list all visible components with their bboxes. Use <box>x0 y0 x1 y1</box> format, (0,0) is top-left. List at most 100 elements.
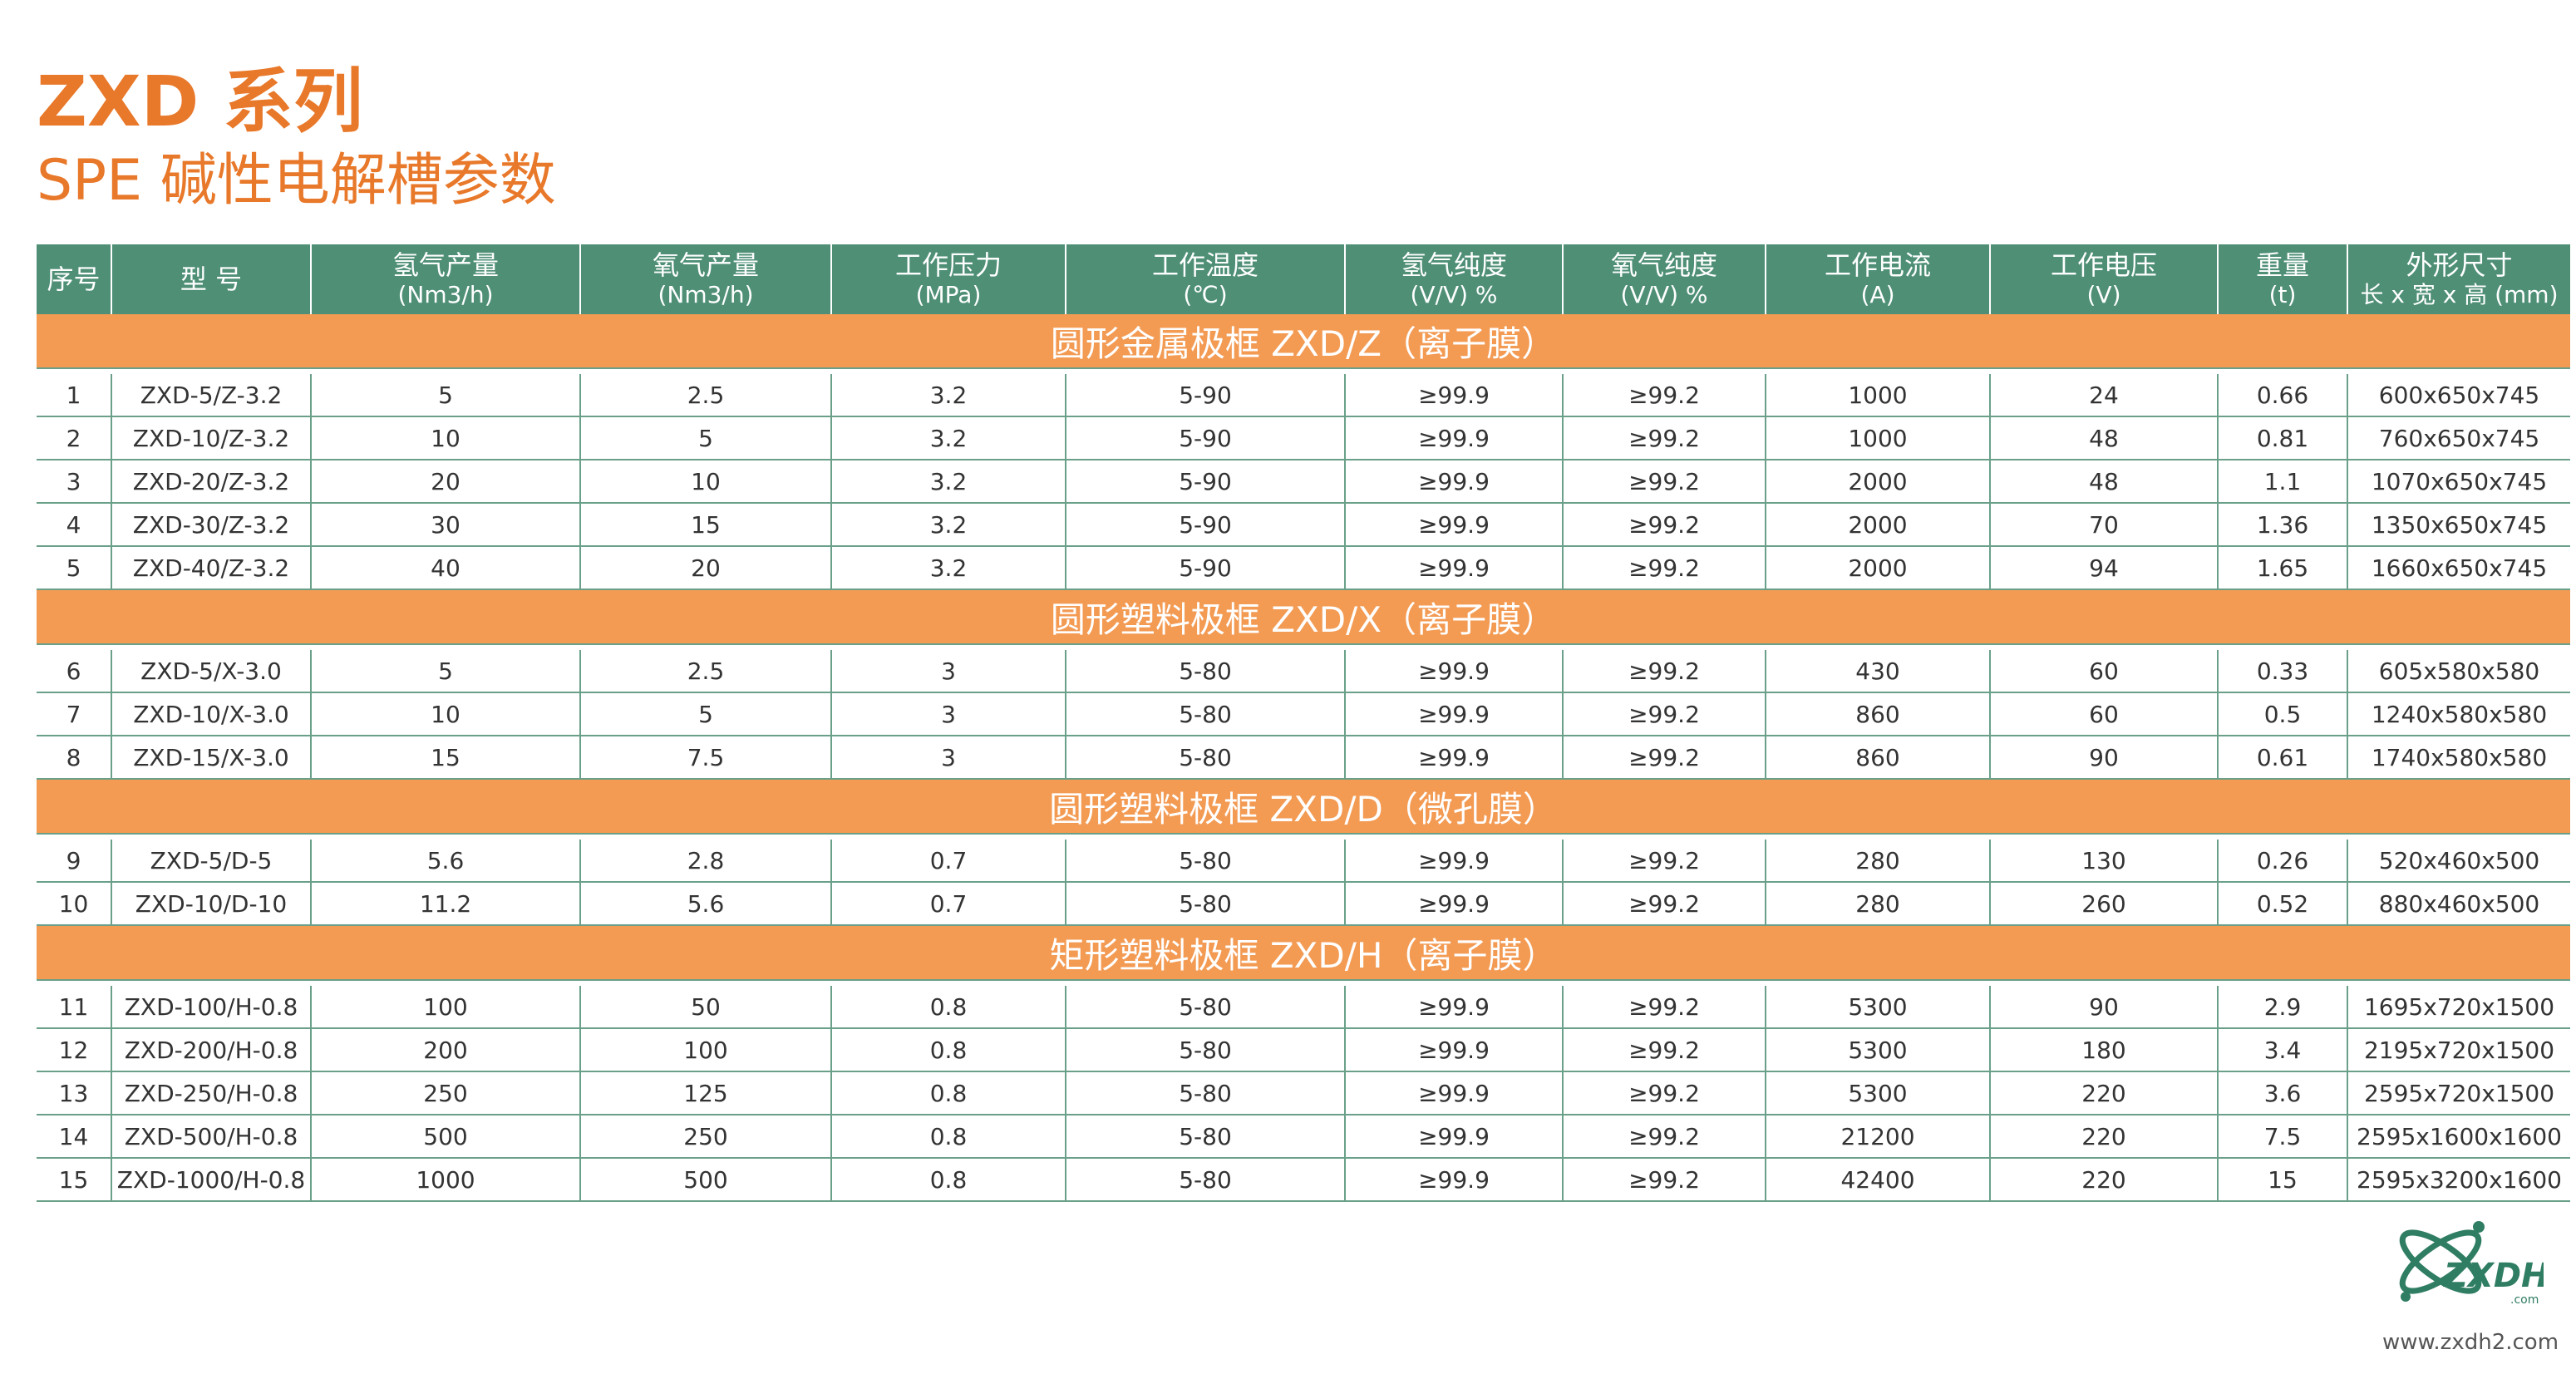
col-header: 氢气产量 (Nm3/h) <box>311 244 581 314</box>
table-cell: 3.2 <box>831 416 1066 460</box>
section-label: 圆形塑料极框 ZXD/X（离子膜） <box>37 589 2570 645</box>
table-cell: ZXD-5/Z-3.2 <box>111 374 312 417</box>
col-header: 工作压力 (MPa) <box>831 244 1066 314</box>
table-row: 12 ZXD-200/H-0.8 200 100 0.8 5-80 ≥99.9 ≥99.2 53… <box>37 1028 2570 1072</box>
table-cell: 48 <box>1990 460 2219 504</box>
col-header: 工作温度 (℃) <box>1066 244 1346 314</box>
table-cell: 125 <box>580 1071 832 1115</box>
section-label: 圆形塑料极框 ZXD/D（微孔膜） <box>37 779 2570 835</box>
section-spacer <box>37 980 2570 986</box>
table-cell: ≥99.2 <box>1563 650 1766 693</box>
table-row: 5 ZXD-40/Z-3.2 40 20 3.2 5-90 ≥99.9 ≥99.2 2000 94… <box>37 546 2570 590</box>
table-cell: 48 <box>1990 416 2219 460</box>
table-cell: 1240x580x580 <box>2347 692 2570 736</box>
table-cell: 500 <box>580 1158 832 1202</box>
table-cell: ≥99.9 <box>1345 374 1564 417</box>
table-row: 9 ZXD-5/D-5 5.6 2.8 0.7 5-80 ≥99.9 ≥99.2 280 130 0… <box>37 840 2570 883</box>
table-cell: 5-80 <box>1066 736 1346 780</box>
table-cell: 24 <box>1990 374 2219 417</box>
logo-subtext: .com <box>2510 1293 2539 1307</box>
col-header: 重量 (t) <box>2218 244 2348 314</box>
table-cell: ≥99.9 <box>1345 546 1564 590</box>
table-cell: 1070x650x745 <box>2347 460 2570 504</box>
table-cell: 5.6 <box>311 840 581 883</box>
table-cell: 0.8 <box>831 986 1066 1029</box>
table-cell: 1350x650x745 <box>2347 503 2570 547</box>
table-cell: 7.5 <box>580 736 832 780</box>
table-cell: ≥99.9 <box>1345 986 1564 1029</box>
table-cell: ≥99.9 <box>1345 416 1564 460</box>
table-cell: 605x580x580 <box>2347 650 2570 693</box>
table-cell: 10 <box>580 460 832 504</box>
col-header: 氧气产量 (Nm3/h) <box>580 244 832 314</box>
table-cell: 9 <box>37 840 112 883</box>
table-cell: 90 <box>1990 986 2219 1029</box>
table-cell: ≥99.2 <box>1563 692 1766 736</box>
table-cell: 5300 <box>1766 1028 1991 1072</box>
table-cell: 5-80 <box>1066 882 1346 926</box>
table-cell: 11 <box>37 986 112 1029</box>
table-cell: 3.4 <box>2218 1028 2348 1072</box>
table-cell: ≥99.2 <box>1563 1115 1766 1159</box>
table-cell: 0.66 <box>2218 374 2348 417</box>
table-cell: ≥99.9 <box>1345 1071 1564 1115</box>
table-cell: 3.2 <box>831 374 1066 417</box>
table-cell: ZXD-5/D-5 <box>111 840 312 883</box>
table-cell: 40 <box>311 546 581 590</box>
table-cell: 2000 <box>1766 460 1991 504</box>
table-cell: 5300 <box>1766 986 1991 1029</box>
table-body: 圆形金属极框 ZXD/Z（离子膜） 1 ZXD-5/Z-3.2 5 2.5 3.2 5-90… <box>37 314 2570 1202</box>
table-cell: ≥99.2 <box>1563 1028 1766 1072</box>
table-cell: 21200 <box>1766 1115 1991 1159</box>
table-cell: 50 <box>580 986 832 1029</box>
table-row: 13 ZXD-250/H-0.8 250 125 0.8 5-80 ≥99.9 ≥99.2 53… <box>37 1071 2570 1115</box>
website-url: www.zxdh2.com <box>2382 1330 2559 1355</box>
table-cell: 2595x1600x1600 <box>2347 1115 2570 1159</box>
table-cell: 3 <box>831 692 1066 736</box>
table-cell: ZXD-20/Z-3.2 <box>111 460 312 504</box>
table-cell: 1695x720x1500 <box>2347 986 2570 1029</box>
table-cell: ZXD-40/Z-3.2 <box>111 546 312 590</box>
table-cell: 860 <box>1766 736 1991 780</box>
table-cell: 3.2 <box>831 460 1066 504</box>
table-cell: 2.9 <box>2218 986 2348 1029</box>
table-cell: 3 <box>831 650 1066 693</box>
table-cell: ≥99.9 <box>1345 692 1564 736</box>
table-cell: 5-80 <box>1066 1158 1346 1202</box>
table-cell: ZXD-500/H-0.8 <box>111 1115 312 1159</box>
table-cell: 3.6 <box>2218 1071 2348 1115</box>
table-cell: 10 <box>311 416 581 460</box>
section-row: 圆形塑料极框 ZXD/X（离子膜） <box>37 589 2570 645</box>
table-cell: ZXD-10/Z-3.2 <box>111 416 312 460</box>
table-cell: 3 <box>37 460 112 504</box>
section-label: 圆形金属极框 ZXD/Z（离子膜） <box>37 314 2570 369</box>
table-cell: 0.52 <box>2218 882 2348 926</box>
table-cell: 0.8 <box>831 1028 1066 1072</box>
table-cell: ≥99.2 <box>1563 460 1766 504</box>
table-cell: 5300 <box>1766 1071 1991 1115</box>
table-cell: 5-80 <box>1066 1071 1346 1115</box>
table-cell: 130 <box>1990 840 2219 883</box>
table-cell: 0.8 <box>831 1158 1066 1202</box>
spec-table: 序号 型 号 氢气产量 (Nm3/h) 氧气产量 (Nm3/h) 工作压力 (MPa)… <box>37 244 2570 1202</box>
table-cell: 3.2 <box>831 503 1066 547</box>
table-cell: 13 <box>37 1071 112 1115</box>
table-cell: ZXD-200/H-0.8 <box>111 1028 312 1072</box>
table-cell: 5 <box>37 546 112 590</box>
table-cell: 7 <box>37 692 112 736</box>
table-cell: 5 <box>311 374 581 417</box>
table-row: 8 ZXD-15/X-3.0 15 7.5 3 5-80 ≥99.9 ≥99.2 860 90 0.… <box>37 736 2570 780</box>
table-cell: ≥99.2 <box>1563 986 1766 1029</box>
table-cell: 180 <box>1990 1028 2219 1072</box>
table-cell: 1.36 <box>2218 503 2348 547</box>
table-cell: ≥99.9 <box>1345 840 1564 883</box>
section-row: 矩形塑料极框 ZXD/H（离子膜） <box>37 925 2570 981</box>
table-cell: ZXD-15/X-3.0 <box>111 736 312 780</box>
table-cell: 520x460x500 <box>2347 840 2570 883</box>
table-cell: ≥99.9 <box>1345 1028 1564 1072</box>
table-cell: 15 <box>37 1158 112 1202</box>
table-cell: ZXD-5/X-3.0 <box>111 650 312 693</box>
table-cell: 1000 <box>1766 416 1991 460</box>
table-cell: 5-80 <box>1066 650 1346 693</box>
section-spacer <box>37 834 2570 840</box>
